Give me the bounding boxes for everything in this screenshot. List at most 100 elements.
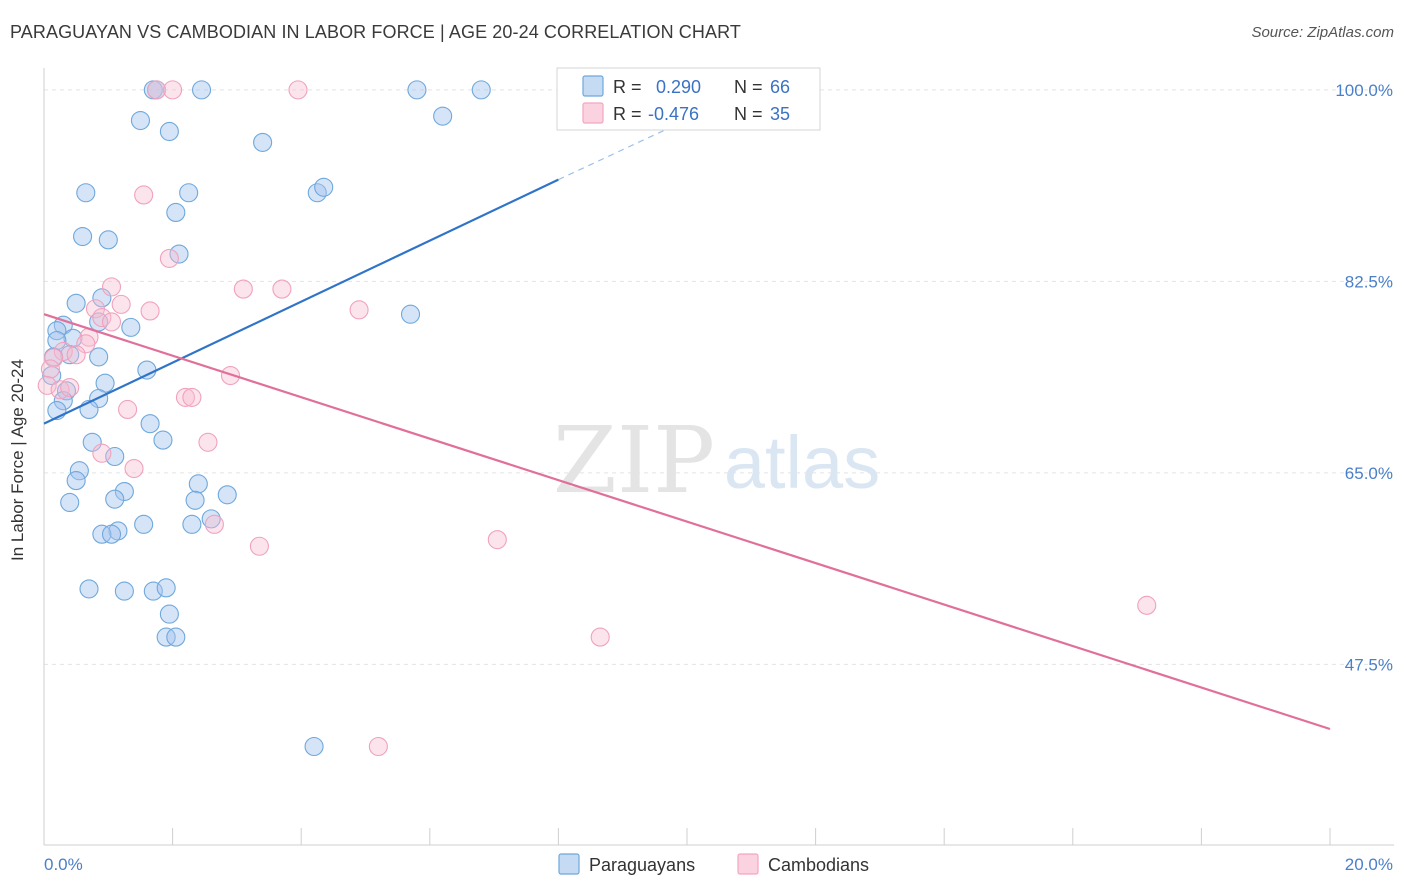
paraguayan-point: [105, 446, 125, 467]
cambodian-point: [159, 248, 179, 268]
cambodian-point: [53, 341, 73, 361]
axes: [43, 68, 1394, 846]
paraguayan-point: [101, 524, 122, 544]
cambodian-point: [146, 80, 167, 100]
paraguayan-point: [92, 288, 112, 308]
y-tick-label: 100.0%: [1335, 81, 1393, 100]
paraguayan-point: [114, 481, 134, 502]
cambodian-point: [198, 432, 218, 452]
paraguayan-point: [79, 579, 99, 599]
cambodians-points: [37, 80, 1157, 757]
paraguayan-point: [407, 80, 427, 100]
watermark-atlas: atlas: [724, 421, 880, 504]
y-tick-label: 82.5%: [1345, 272, 1393, 291]
x-ticks: [43, 828, 1331, 845]
paraguayan-point: [143, 581, 163, 601]
paraguayan-point: [191, 80, 212, 100]
paraguayan-point: [66, 293, 86, 313]
y-axis-label-wrap: In Labor Force | Age 20-24: [8, 359, 38, 561]
series-legend: Paraguayans Cambodians: [558, 853, 869, 875]
cambodian-point: [349, 300, 369, 320]
cambodian-point: [249, 536, 269, 556]
cambodian-point: [590, 627, 610, 647]
cambodian-point: [140, 301, 160, 321]
cambodian-point: [50, 380, 70, 400]
gridlines: [44, 89, 1394, 665]
y-tick-labels: 47.5% 65.0% 82.5% 100.0%: [1335, 81, 1393, 675]
cambodian-point: [101, 277, 122, 297]
paraguayan-point: [130, 110, 150, 131]
series-legend-swatch-paraguayans: [558, 853, 580, 875]
legend-r-value: -0.476: [648, 104, 699, 124]
paraguayan-point: [201, 509, 221, 529]
paraguayan-point: [114, 581, 134, 601]
paraguayan-point: [153, 430, 173, 450]
paraguayan-point: [60, 492, 80, 513]
series-legend-label-paraguayans: Paraguayans: [589, 855, 695, 875]
cambodian-point: [182, 387, 202, 407]
paraguayan-point: [47, 321, 67, 341]
paraguayan-point: [140, 414, 160, 434]
y-tick-label: 47.5%: [1345, 655, 1393, 674]
cambodians-trendline: [43, 313, 1331, 731]
watermark-zip: ZIP: [553, 407, 715, 514]
paraguayan-point: [304, 736, 324, 757]
paraguayan-point: [400, 304, 421, 324]
legend-r-value: 0.290: [656, 77, 701, 97]
cambodian-point: [101, 312, 122, 332]
cambodian-point: [92, 307, 112, 328]
paraguayan-point: [137, 360, 157, 380]
cambodian-point: [60, 378, 80, 398]
x-tick-label-min: 0.0%: [44, 855, 83, 874]
source-note: Source: ZipAtlas.com: [1251, 24, 1394, 41]
paraguayan-point: [73, 226, 93, 247]
legend-swatch-pink: [582, 102, 604, 124]
cambodian-point: [288, 80, 308, 100]
legend-r-label: R =: [613, 77, 642, 97]
paraguayan-point: [156, 627, 176, 647]
legend-swatch-blue: [582, 75, 604, 97]
series-legend-swatch-cambodians: [737, 853, 759, 875]
cambodian-point: [134, 185, 154, 205]
paraguayans-trendline: [43, 178, 559, 425]
paraguayan-point: [159, 121, 179, 142]
y-axis-label: In Labor Force | Age 20-24: [8, 359, 27, 561]
cambodian-point: [175, 387, 196, 407]
paraguayan-point: [169, 244, 189, 264]
paraguayan-point: [179, 183, 199, 203]
paraguayan-point: [433, 106, 453, 126]
paraguayan-point: [105, 489, 125, 509]
paraguayan-point: [307, 183, 327, 203]
paraguayan-point: [121, 317, 141, 337]
cambodian-point: [37, 375, 57, 395]
paraguayan-point: [182, 514, 202, 534]
paraguayan-point: [66, 471, 86, 491]
paraguayan-point: [188, 474, 208, 494]
paraguayan-point: [134, 514, 154, 534]
cambodian-point: [118, 399, 138, 419]
cambodian-point: [487, 530, 507, 550]
paraguayan-point: [89, 347, 109, 367]
legend-r-label: R =: [613, 104, 642, 124]
cambodian-point: [76, 334, 96, 354]
paraguayan-point: [185, 490, 205, 510]
paraguayan-point: [471, 80, 491, 100]
paraguayans-trendline-extension: [558, 122, 681, 181]
paraguayan-point: [76, 183, 96, 203]
cambodian-point: [204, 514, 224, 534]
paraguayan-point: [63, 328, 83, 348]
cambodian-point: [44, 348, 64, 368]
x-tick-label-max: 20.0%: [1345, 855, 1393, 874]
series-legend-label-cambodians: Cambodians: [768, 855, 869, 875]
paraguayan-point: [98, 230, 118, 250]
cambodian-point: [1137, 595, 1157, 615]
y-tick-label: 65.0%: [1345, 464, 1393, 483]
stats-legend: R = 0.290 N = 66 R = -0.476 N = 35: [556, 67, 821, 131]
cambodian-point: [368, 736, 388, 757]
legend-n-label: N =: [734, 77, 763, 97]
paraguayan-point: [166, 202, 186, 223]
cambodian-point: [272, 279, 292, 299]
paraguayan-point: [156, 578, 176, 598]
paraguayan-point: [82, 432, 102, 452]
